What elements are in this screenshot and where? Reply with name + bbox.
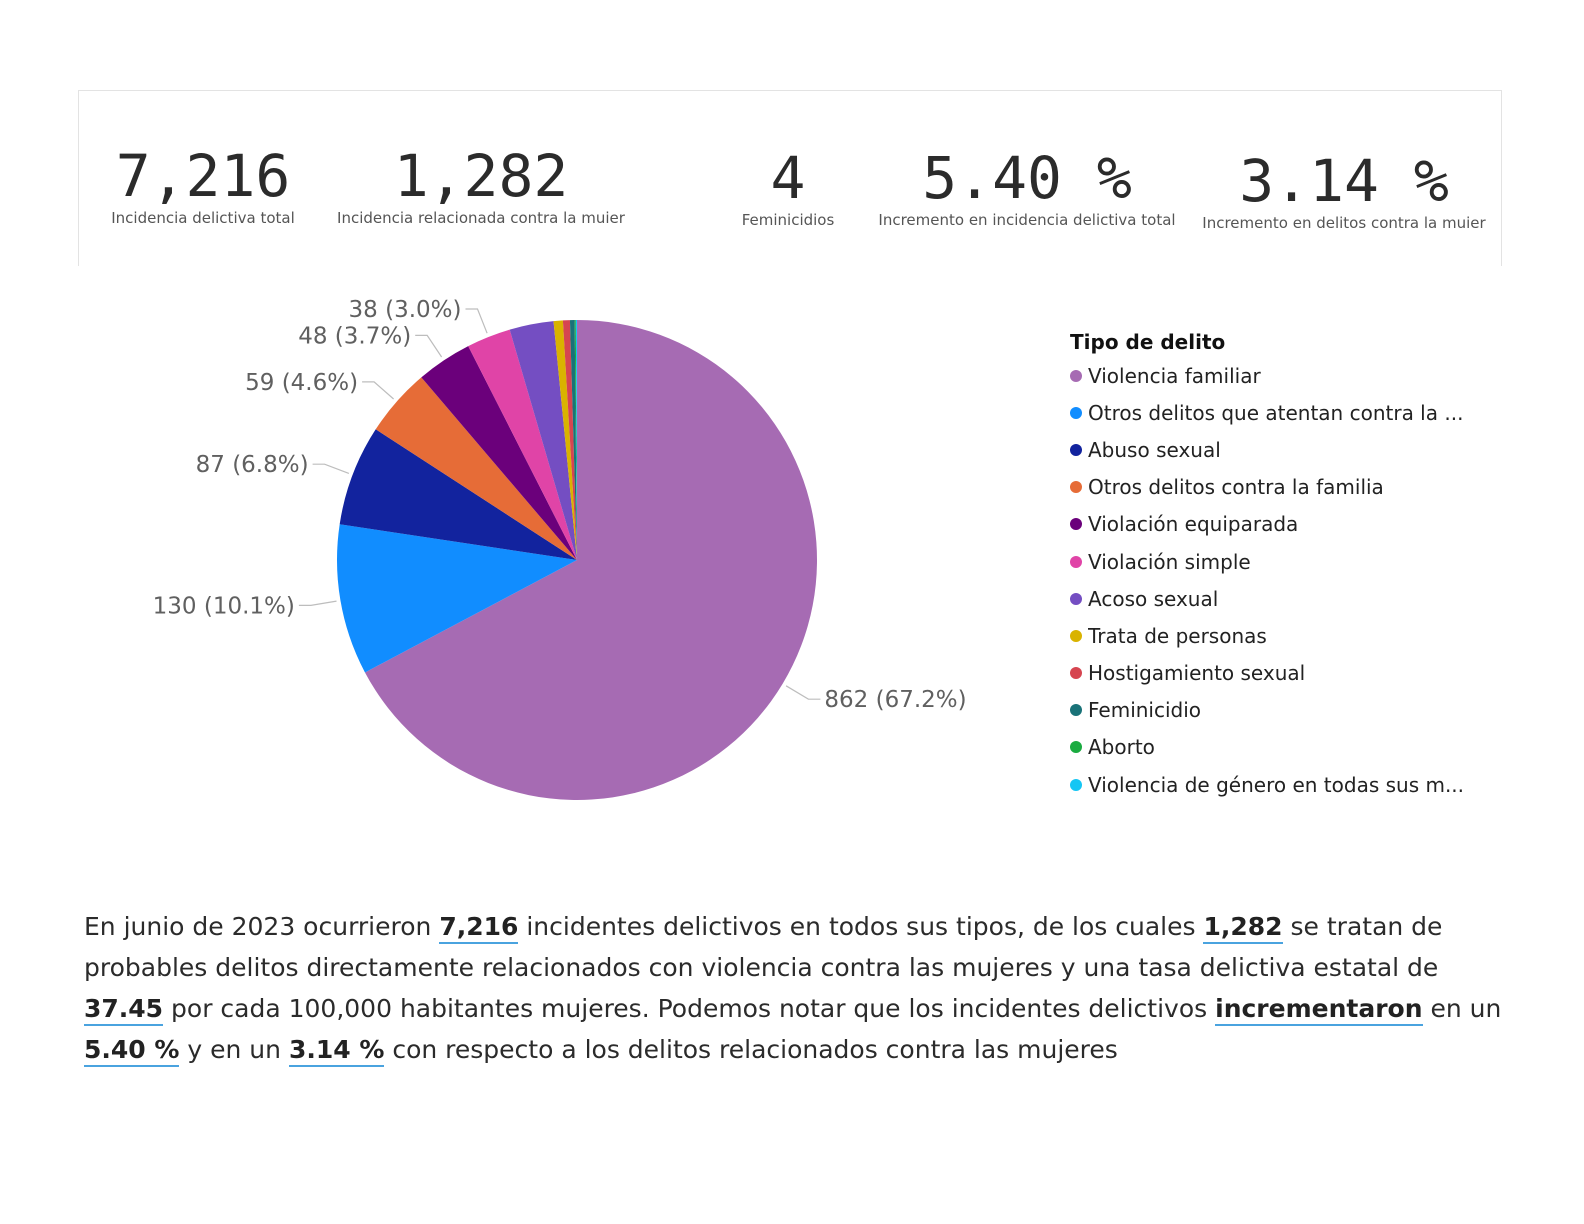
legend-item[interactable]: Otros delitos contra la familia [1070, 469, 1464, 506]
legend-label: Feminicidio [1088, 698, 1202, 723]
kpi-value: 1,282 [393, 142, 569, 210]
summary-text: por cada 100,000 habitantes mujeres. Pod… [163, 994, 1216, 1023]
data-label: 48 (3.7%) [298, 323, 411, 349]
pie-slice[interactable] [364, 320, 818, 801]
chart-legend: Tipo de delito Violencia familiar Otros d… [1070, 327, 1464, 803]
data-label: 38 (3.0%) [349, 297, 462, 323]
legend-marker-icon [1070, 704, 1082, 717]
legend-label: Otros delitos contra la familia [1088, 475, 1384, 500]
summary-paragraph: En junio de 2023 ocurrieron 7,216 incide… [84, 906, 1504, 1070]
legend-marker-icon [1070, 518, 1082, 531]
summary-text: y en un [179, 1035, 289, 1064]
kpi-label: Incidencia delictiva total [111, 209, 295, 227]
kpi-increase-total: 5.40 % Incremento en incidencia delictiv… [868, 145, 1186, 229]
kpi-value: 4 [770, 144, 806, 212]
data-label: 59 (4.6%) [245, 370, 358, 396]
legend-item[interactable]: Abuso sexual [1070, 431, 1464, 468]
pie-slice[interactable] [375, 377, 577, 560]
kpi-total: 7,216 Incidencia delictiva total [78, 143, 328, 227]
leader-line [465, 308, 488, 334]
kpi-label: Incremento en delitos contra la muier [1202, 214, 1486, 232]
leader-line [298, 600, 337, 607]
leader-line [415, 334, 443, 358]
legend-marker-icon [1070, 443, 1082, 456]
summary-text: se tratan de probables delitos directame… [84, 912, 1443, 982]
pie-slice[interactable] [421, 346, 577, 560]
legend-marker-icon [1070, 592, 1082, 605]
kpi-increase-women: 3.14 % Incremento en delitos contra la m… [1190, 148, 1498, 232]
legend-item[interactable]: Otros delitos que atentan contra la ... [1070, 394, 1464, 431]
legend-marker-icon [1070, 778, 1082, 791]
data-label: 87 (6.8%) [196, 452, 309, 478]
pie-slice[interactable] [575, 319, 577, 560]
kpi-value: 3.14 % [1239, 147, 1449, 215]
data-label: 130 (10.1%) [153, 593, 295, 619]
legend-item[interactable]: Hostigamiento sexual [1070, 655, 1464, 692]
leader-line [362, 381, 394, 400]
legend-label: Abuso sexual [1088, 437, 1221, 462]
pie-slice[interactable] [468, 329, 577, 560]
legend-label: Hostigamiento sexual [1088, 661, 1306, 686]
summary-text: en un [1422, 994, 1502, 1023]
legend-label: Violencia familiar [1088, 363, 1261, 388]
legend-marker-icon [1070, 481, 1082, 494]
legend-item[interactable]: Violación equiparada [1070, 506, 1464, 543]
legend-label: Otros delitos que atentan contra la ... [1088, 400, 1464, 425]
pie-slice[interactable] [569, 320, 577, 560]
pie-slice[interactable] [562, 320, 577, 560]
summary-text: En junio de 2023 ocurrieron [84, 912, 440, 941]
legend-label: Trata de personas [1088, 623, 1267, 648]
summary-text: incidentes delictivos en todos sus tipos… [518, 912, 1204, 941]
summary-increase-total[interactable]: 5.40 % [84, 1035, 180, 1067]
summary-text: con respecto a los delitos relacionados … [384, 1035, 1118, 1064]
legend-item[interactable]: Acoso sexual [1070, 580, 1464, 617]
summary-trend-word[interactable]: incrementaron [1215, 994, 1423, 1026]
pie-slice[interactable] [574, 320, 577, 560]
summary-increase-women[interactable]: 3.14 % [288, 1035, 385, 1067]
kpi-women: 1,282 Incidencia relacionada contra la m… [321, 143, 641, 227]
pie-slice[interactable] [553, 320, 577, 560]
legend-marker-icon [1070, 369, 1082, 382]
legend-marker-icon [1070, 741, 1082, 754]
kpi-value: 5.40 % [922, 144, 1132, 212]
legend-marker-icon [1070, 629, 1082, 642]
kpi-label: Incidencia relacionada contra la muier [337, 209, 625, 227]
legend-label: Violencia de género en todas sus m... [1088, 772, 1465, 797]
pie-slice[interactable] [509, 321, 577, 560]
kpi-card-frame [78, 90, 1502, 266]
kpi-femicides: 4 Feminicidios [718, 145, 858, 229]
leader-line [312, 463, 350, 474]
legend-item[interactable]: Trata de personas [1070, 617, 1464, 654]
legend-item[interactable]: Feminicidio [1070, 692, 1464, 729]
legend-marker-icon [1070, 667, 1082, 680]
pie-slice[interactable] [337, 524, 577, 673]
summary-total-value[interactable]: 7,216 [439, 912, 519, 944]
kpi-value: 7,216 [115, 142, 291, 210]
legend-label: Acoso sexual [1088, 586, 1219, 611]
legend-item[interactable]: Violencia de género en todas sus m... [1070, 766, 1464, 803]
legend-marker-icon [1070, 406, 1082, 419]
data-label: 862 (67.2%) [824, 687, 966, 713]
legend-item[interactable]: Aborto [1070, 729, 1464, 766]
legend-marker-icon [1070, 555, 1082, 568]
legend-item[interactable]: Violencia familiar [1070, 357, 1464, 394]
summary-rate-value[interactable]: 37.45 [84, 994, 164, 1026]
legend-title: Tipo de delito [1070, 330, 1226, 354]
kpi-label: Feminicidios [741, 211, 835, 229]
kpi-label: Incremento en incidencia delictiva total [878, 211, 1176, 229]
summary-women-value[interactable]: 1,282 [1203, 912, 1283, 944]
legend-item[interactable]: Violación simple [1070, 543, 1464, 580]
legend-label: Violación simple [1088, 549, 1251, 574]
pie-slice[interactable] [339, 429, 577, 560]
leader-line [785, 685, 821, 700]
legend-label: Violación equiparada [1088, 512, 1299, 537]
legend-label: Aborto [1088, 735, 1155, 760]
